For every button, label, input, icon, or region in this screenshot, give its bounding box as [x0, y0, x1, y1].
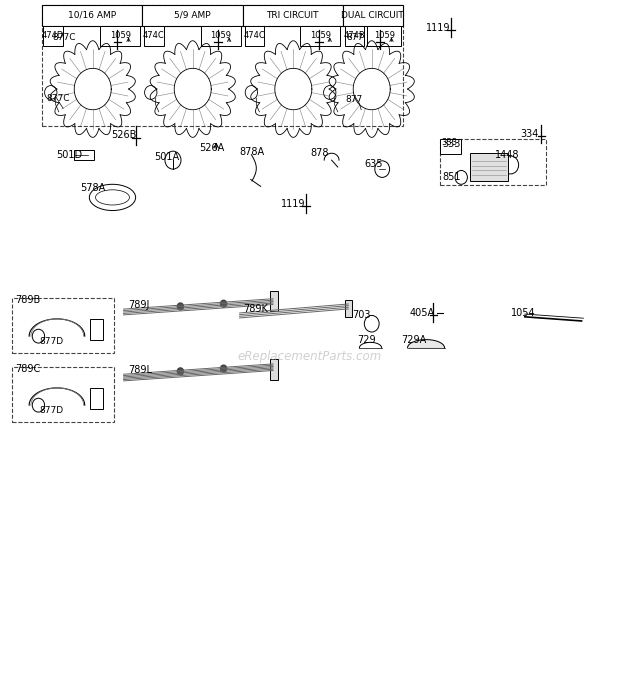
- Text: 703: 703: [352, 310, 371, 320]
- Bar: [345, 300, 352, 317]
- Text: 1119: 1119: [281, 199, 306, 209]
- Text: 1059: 1059: [210, 31, 231, 40]
- Text: 877: 877: [346, 95, 363, 104]
- Bar: [270, 359, 278, 380]
- Text: 729A: 729A: [401, 335, 427, 344]
- Text: 1059: 1059: [309, 31, 330, 40]
- Bar: [201, 26, 241, 46]
- Bar: [74, 150, 94, 160]
- Bar: [144, 26, 164, 46]
- Bar: [42, 5, 142, 26]
- Text: 878: 878: [310, 148, 329, 157]
- Text: 334: 334: [520, 129, 538, 139]
- Text: 877C: 877C: [52, 33, 76, 42]
- Text: 877: 877: [347, 33, 364, 42]
- Circle shape: [221, 365, 227, 372]
- Text: 877D: 877D: [40, 405, 64, 414]
- Text: 789J: 789J: [128, 300, 149, 310]
- Bar: [12, 367, 113, 423]
- Text: 5/9 AMP: 5/9 AMP: [174, 10, 211, 19]
- Text: eReplacementParts.com: eReplacementParts.com: [238, 351, 382, 363]
- Text: 1448: 1448: [495, 150, 520, 160]
- Text: 635: 635: [365, 159, 383, 168]
- Bar: [142, 5, 242, 26]
- Text: 526B: 526B: [111, 130, 136, 140]
- Text: 789B: 789B: [15, 295, 40, 305]
- Bar: [43, 26, 63, 46]
- Text: 789C: 789C: [15, 365, 40, 374]
- Bar: [42, 5, 402, 125]
- Text: TRI CIRCUIT: TRI CIRCUIT: [267, 10, 319, 19]
- Text: 333: 333: [443, 139, 461, 149]
- Text: 877C: 877C: [46, 94, 70, 103]
- Bar: [100, 26, 140, 46]
- Bar: [440, 139, 546, 185]
- Bar: [90, 388, 104, 409]
- Text: 526A: 526A: [199, 143, 224, 152]
- Bar: [345, 26, 365, 46]
- Text: 1119: 1119: [426, 23, 451, 33]
- Text: DUAL CIRCUIT: DUAL CIRCUIT: [341, 10, 404, 19]
- Text: 789K: 789K: [243, 304, 268, 313]
- Text: 333: 333: [441, 138, 457, 147]
- Circle shape: [221, 300, 227, 307]
- Circle shape: [177, 368, 184, 375]
- Text: 1054: 1054: [511, 308, 535, 317]
- Bar: [471, 153, 508, 181]
- Text: 878A: 878A: [239, 147, 264, 157]
- Bar: [440, 139, 461, 154]
- Bar: [270, 291, 278, 311]
- Text: 578A: 578A: [81, 183, 105, 193]
- Text: 789L: 789L: [128, 365, 152, 375]
- Bar: [90, 319, 104, 340]
- Text: 851: 851: [443, 173, 461, 182]
- Text: 501D: 501D: [56, 150, 82, 159]
- Text: 501A: 501A: [154, 152, 180, 161]
- Bar: [343, 5, 402, 26]
- Bar: [244, 26, 264, 46]
- Text: 10/16 AMP: 10/16 AMP: [68, 10, 116, 19]
- Bar: [368, 26, 401, 46]
- Text: 474C: 474C: [143, 31, 165, 40]
- Text: 474D: 474D: [42, 31, 64, 40]
- Bar: [242, 5, 343, 26]
- Polygon shape: [407, 340, 445, 348]
- Text: 1059: 1059: [374, 31, 395, 40]
- Circle shape: [177, 303, 184, 310]
- Text: 1059: 1059: [110, 31, 131, 40]
- Text: 729: 729: [357, 335, 376, 344]
- Bar: [300, 26, 340, 46]
- Text: 474C: 474C: [244, 31, 265, 40]
- Text: 405A: 405A: [410, 308, 435, 317]
- Text: 474B: 474B: [343, 31, 365, 40]
- Text: 877D: 877D: [40, 337, 64, 346]
- Bar: [12, 298, 113, 353]
